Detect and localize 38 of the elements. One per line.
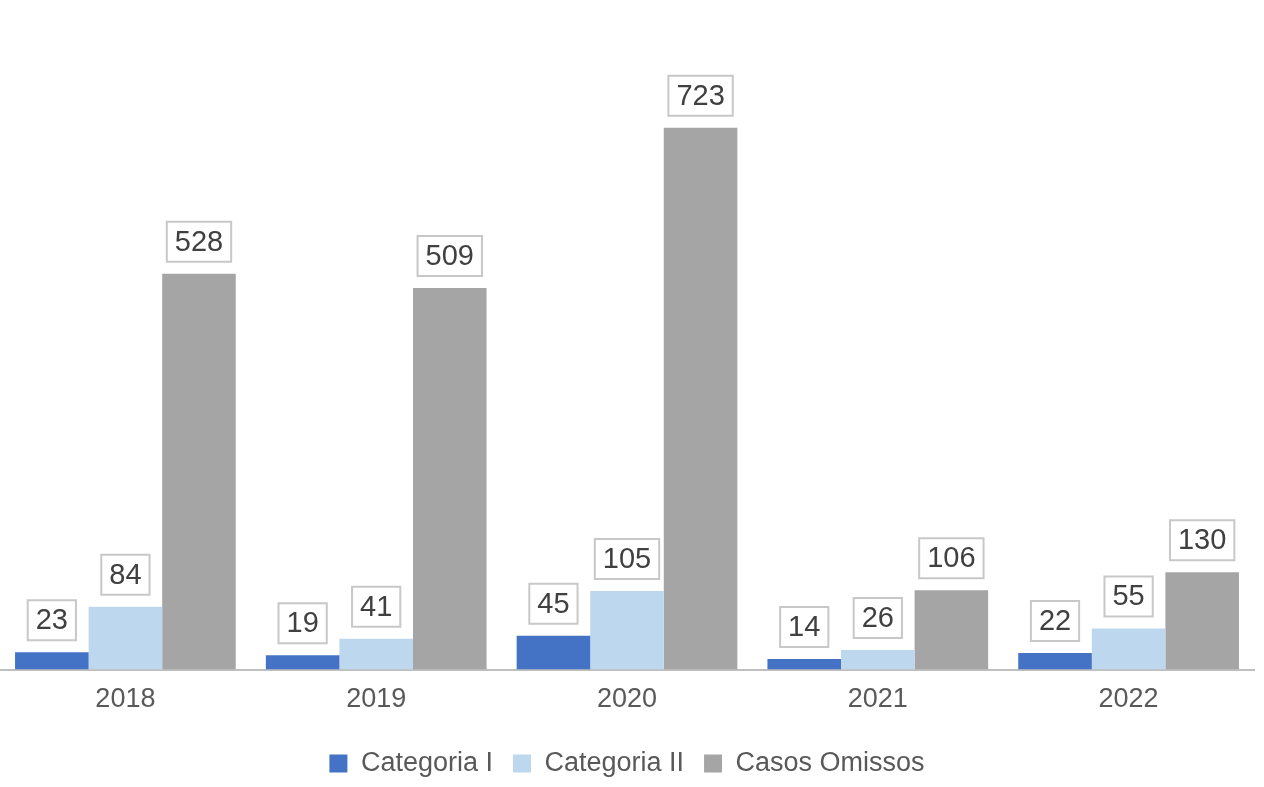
data-label: 130 [1177,523,1227,556]
bar [914,590,989,670]
data-label: 19 [286,606,319,639]
x-tick-label: 2020 [596,683,658,714]
x-tick-label: 2019 [346,683,407,714]
bar [1018,653,1092,670]
data-label: 105 [602,541,652,574]
data-label: 509 [425,239,474,272]
data-label: 26 [861,601,894,634]
data-label: 23 [35,603,68,636]
x-tick-label: 2022 [1098,683,1159,714]
bar [767,659,842,670]
data-label: 84 [109,557,142,590]
bar [339,638,413,670]
bar [88,606,163,670]
bar [841,650,915,670]
data-label: 14 [788,610,821,643]
bar [15,652,89,670]
bar [162,273,236,670]
bar [265,655,340,670]
bar [1165,572,1239,670]
data-label: 723 [676,78,725,111]
x-tick-label: 2021 [847,683,908,714]
data-label: 528 [174,224,224,257]
bar [1091,628,1166,670]
bar [516,635,591,670]
data-label: 45 [537,586,570,619]
data-label: 41 [360,589,393,622]
x-tick-label: 2018 [95,683,156,714]
legend-label: Categoria II [544,746,685,777]
bar [412,288,487,670]
data-label: 106 [927,541,976,574]
data-label: 22 [1038,604,1072,637]
bar [663,127,738,670]
legend-label: Casos Omissos [735,746,925,777]
legend-label: Categoria I [360,746,493,777]
bar [590,590,664,670]
data-label: 55 [1112,579,1145,612]
